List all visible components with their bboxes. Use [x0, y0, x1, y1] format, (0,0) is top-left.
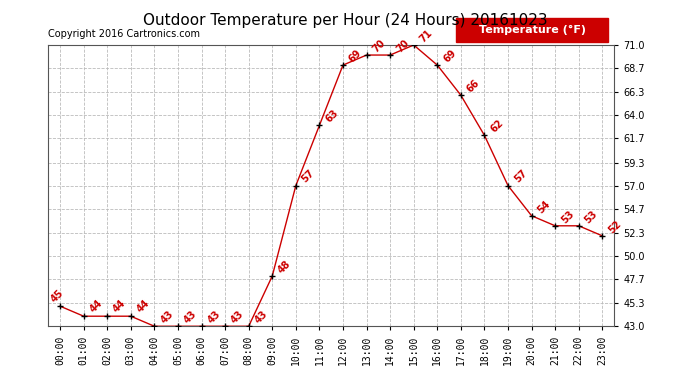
Text: 44: 44: [88, 297, 104, 314]
Text: 44: 44: [135, 297, 152, 314]
Text: 45: 45: [49, 287, 66, 304]
Text: 70: 70: [371, 38, 387, 54]
FancyBboxPatch shape: [455, 18, 609, 42]
Text: 71: 71: [418, 28, 435, 44]
Text: 57: 57: [512, 168, 529, 185]
Text: 43: 43: [229, 309, 246, 326]
Text: 53: 53: [560, 209, 576, 225]
Text: 57: 57: [300, 168, 317, 185]
Text: Copyright 2016 Cartronics.com: Copyright 2016 Cartronics.com: [48, 29, 200, 39]
Text: 63: 63: [324, 108, 340, 124]
Text: 53: 53: [583, 209, 600, 225]
Text: 43: 43: [253, 309, 270, 326]
Text: 43: 43: [182, 309, 199, 326]
Text: 44: 44: [111, 297, 128, 314]
Text: 69: 69: [347, 48, 364, 64]
Text: 54: 54: [535, 198, 553, 215]
Text: 66: 66: [465, 78, 482, 94]
Text: 70: 70: [394, 38, 411, 54]
Text: 48: 48: [277, 258, 293, 275]
Text: 52: 52: [607, 219, 623, 235]
Text: Outdoor Temperature per Hour (24 Hours) 20161023: Outdoor Temperature per Hour (24 Hours) …: [143, 13, 547, 28]
Text: 62: 62: [489, 118, 505, 135]
Text: 43: 43: [159, 309, 175, 326]
Text: 69: 69: [442, 48, 458, 64]
Text: Temperature (°F): Temperature (°F): [479, 26, 586, 35]
Text: 43: 43: [206, 309, 222, 326]
